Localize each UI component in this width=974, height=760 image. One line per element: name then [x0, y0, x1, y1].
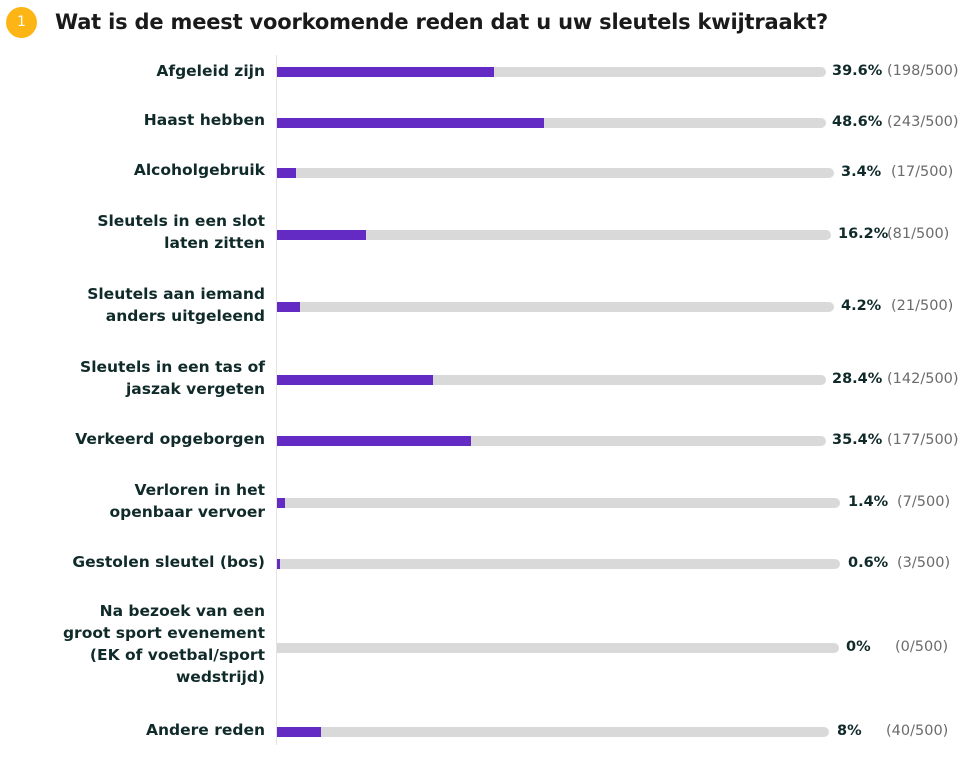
- bar-count: (40/500): [886, 723, 949, 739]
- bar-count: (243/500): [887, 114, 959, 130]
- bar-count: (81/500): [887, 226, 950, 242]
- bar-fill: [277, 559, 280, 569]
- bar-count: (7/500): [897, 494, 951, 510]
- bar-track: [277, 302, 834, 312]
- bar-fill: [277, 302, 300, 312]
- bar-label: Sleutels aan iemand anders uitgeleend: [87, 285, 265, 325]
- question-number-badge: 1: [6, 6, 37, 38]
- chart-axis-line: [276, 55, 277, 745]
- bar-percentage: 16.2%: [838, 226, 889, 242]
- bar-fill: [277, 498, 285, 508]
- bar-fill: [277, 436, 471, 446]
- bar-count: (17/500): [891, 164, 954, 180]
- bar-fill: [277, 118, 544, 128]
- bar-count: (198/500): [887, 63, 959, 79]
- bar-count: (142/500): [887, 371, 959, 387]
- bar-fill: [277, 375, 433, 385]
- bar-track: [277, 375, 826, 385]
- bar-label: Afgeleid zijn: [156, 62, 265, 80]
- bar-percentage: 1.4%: [848, 494, 889, 510]
- bar-label: Haast hebben: [143, 111, 265, 129]
- bar-count: (0/500): [895, 639, 949, 655]
- bar-percentage: 8%: [837, 723, 862, 739]
- bar-label: Verloren in het openbaar vervoer: [109, 481, 265, 521]
- bar-track: [277, 230, 831, 240]
- question-title: Wat is de meest voorkomende reden dat u …: [55, 10, 829, 34]
- bar-fill: [277, 230, 366, 240]
- bar-percentage: 35.4%: [832, 432, 883, 448]
- bar-label: Alcoholgebruik: [133, 161, 265, 179]
- bar-percentage: 0.6%: [848, 555, 889, 571]
- bar-count: (21/500): [891, 298, 954, 314]
- bar-fill: [277, 168, 296, 178]
- bar-track: [277, 436, 826, 446]
- bar-label: Andere reden: [146, 721, 265, 739]
- bar-track: [277, 498, 840, 508]
- bar-label: Gestolen sleutel (bos): [72, 553, 265, 571]
- bar-fill: [277, 67, 494, 77]
- bar-percentage: 0%: [846, 639, 871, 655]
- bar-percentage: 3.4%: [841, 164, 882, 180]
- bar-count: (3/500): [897, 555, 951, 571]
- bar-percentage: 48.6%: [832, 114, 883, 130]
- bar-track: [277, 168, 834, 178]
- bar-label: Sleutels in een slot laten zitten: [97, 212, 265, 252]
- bar-count: (177/500): [887, 432, 959, 448]
- bar-track: [277, 727, 829, 737]
- bar-label: Na bezoek van een groot sport evenement (E…: [62, 602, 265, 686]
- bar-track: [277, 67, 826, 77]
- bar-track: [277, 118, 826, 128]
- bar-percentage: 28.4%: [832, 371, 883, 387]
- bar-percentage: 4.2%: [841, 298, 882, 314]
- bar-percentage: 39.6%: [832, 63, 883, 79]
- bar-label: Sleutels in een tas of jaszak vergeten: [80, 358, 265, 398]
- bar-track: [277, 643, 839, 653]
- bar-track: [277, 559, 840, 569]
- bar-fill: [277, 727, 321, 737]
- question-header: 1 Wat is de meest voorkomende reden dat …: [6, 5, 828, 39]
- bar-label: Verkeerd opgeborgen: [75, 430, 265, 448]
